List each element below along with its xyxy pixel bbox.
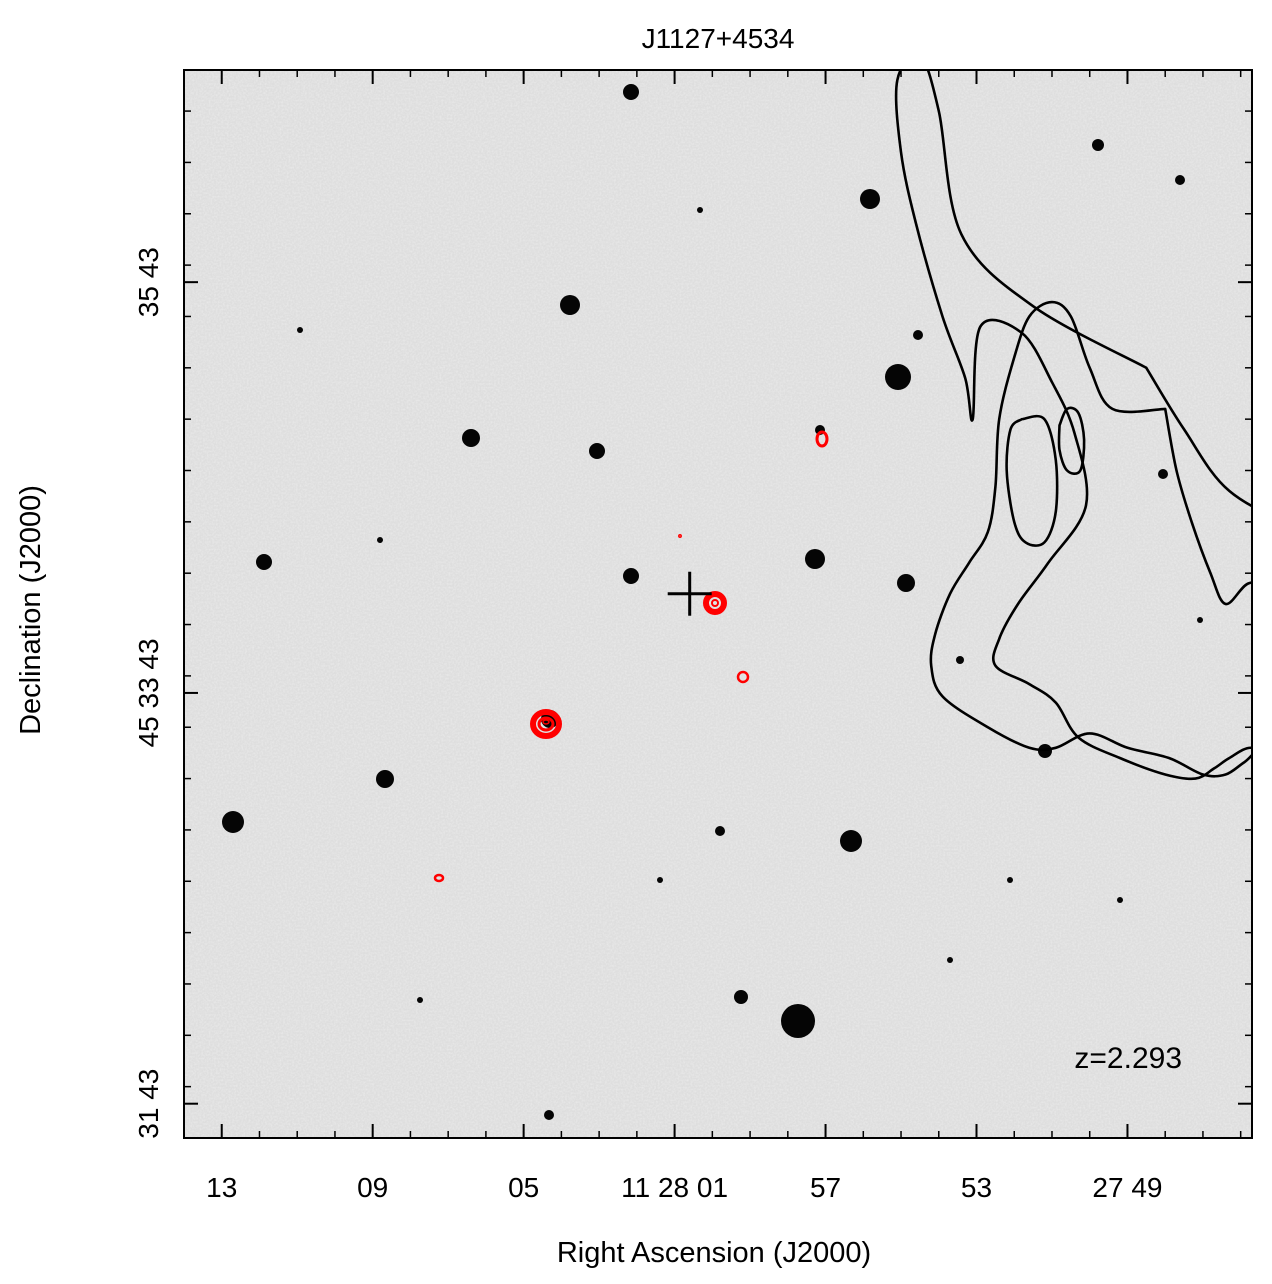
x-tick-label: 13 — [206, 1172, 237, 1203]
optical-source — [377, 537, 383, 543]
radio-contours-low-res — [894, 70, 1252, 781]
optical-source — [897, 574, 915, 592]
optical-source — [734, 990, 748, 1004]
plot-frame — [183, 69, 1253, 1139]
red-contour-core-b — [703, 591, 727, 615]
optical-source — [222, 811, 244, 833]
black-contour-level-6 — [1005, 414, 1059, 547]
optical-sources — [222, 84, 1203, 1120]
optical-source — [1117, 897, 1123, 903]
black-contour-level-1 — [894, 70, 1252, 781]
optical-source — [623, 84, 639, 100]
x-tick-label: 57 — [810, 1172, 841, 1203]
optical-source — [297, 327, 303, 333]
optical-source — [956, 656, 964, 664]
optical-source — [462, 429, 480, 447]
optical-source — [781, 1004, 815, 1038]
redshift-annotation: z=2.293 — [1074, 1042, 1182, 1075]
red-contour-core-a-peak — [542, 719, 550, 725]
optical-source — [376, 770, 394, 788]
optical-source — [947, 957, 953, 963]
red-contour-core-b-inner — [711, 599, 719, 607]
x-tick-label: 27 49 — [1092, 1172, 1162, 1203]
optical-source — [1197, 617, 1203, 623]
red-contour-core-a — [530, 709, 562, 739]
optical-source — [715, 826, 725, 836]
y-tick-label: 45 33 43 — [133, 638, 164, 747]
optical-source — [885, 364, 911, 390]
optical-source — [1175, 175, 1185, 185]
red-contour-hotspot — [815, 430, 829, 448]
optical-source — [1158, 469, 1168, 479]
optical-source — [417, 997, 423, 1003]
y-axis: 35 43 45 33 43 31 43 — [133, 110, 1252, 1139]
black-contour-level-2 — [929, 300, 1252, 778]
optical-source — [589, 443, 605, 459]
optical-source — [805, 549, 825, 569]
x-tick-label: 11 28 01 — [621, 1172, 728, 1203]
red-contour-knot — [736, 670, 750, 684]
y-axis-label: Declination (J2000) — [15, 485, 47, 735]
optical-source — [1007, 877, 1013, 883]
y-tick-label: 31 43 — [133, 1069, 164, 1139]
optical-source — [860, 189, 880, 209]
x-axis: 13 09 05 11 28 01 57 53 27 49 — [206, 70, 1242, 1203]
red-contour-faint — [433, 873, 445, 883]
optical-source — [623, 568, 639, 584]
optical-source — [256, 554, 272, 570]
chart-title: J1127+4534 — [642, 23, 795, 54]
optical-source — [657, 877, 663, 883]
x-tick-label: 53 — [961, 1172, 992, 1203]
radio-contours-high-res — [433, 430, 829, 883]
optical-source — [913, 330, 923, 340]
x-tick-label: 09 — [357, 1172, 388, 1203]
y-tick-label: 35 43 — [133, 247, 164, 317]
black-contour-level-7 — [1057, 406, 1086, 475]
optical-source — [840, 830, 862, 852]
red-contour-core-a-inner — [537, 716, 555, 732]
optical-position-marker — [667, 571, 712, 616]
red-contour-speck — [678, 534, 682, 538]
optical-source — [1092, 139, 1104, 151]
optical-source — [560, 295, 580, 315]
x-tick-label: 05 — [508, 1172, 539, 1203]
x-axis-label: Right Ascension (J2000) — [557, 1237, 871, 1269]
optical-source — [697, 207, 703, 213]
optical-source — [544, 1110, 554, 1120]
